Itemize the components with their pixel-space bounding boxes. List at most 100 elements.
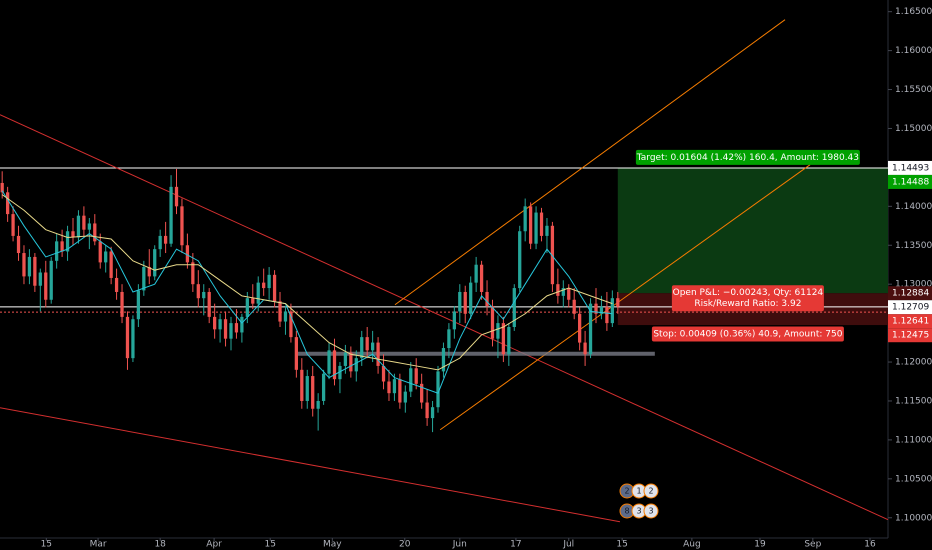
y-tick-label: 1.16000: [895, 46, 932, 56]
candle-body: [599, 306, 604, 314]
candle-body: [534, 212, 538, 244]
candle-body: [338, 365, 342, 380]
candle-body: [300, 369, 304, 401]
candle-body: [354, 358, 358, 372]
event-badge: [643, 503, 659, 519]
candle-body: [392, 379, 397, 394]
candle-body: [272, 274, 277, 302]
moving-average: [1, 194, 613, 371]
candle-body: [539, 212, 544, 236]
candle-body: [278, 301, 282, 322]
candle-body: [545, 225, 549, 236]
price-label-box: [888, 328, 932, 343]
candle-body: [234, 323, 239, 333]
candle-body: [196, 284, 200, 299]
candle-body: [131, 319, 135, 359]
candle-body: [11, 214, 15, 236]
candle-body: [316, 400, 320, 409]
event-badge: [643, 483, 659, 499]
candle-body: [213, 316, 217, 330]
candle-body: [409, 368, 413, 392]
candle-body: [251, 298, 255, 304]
candle-body: [180, 206, 184, 246]
candle-body: [485, 291, 489, 306]
candle-body: [289, 311, 293, 338]
candle-body: [474, 264, 478, 283]
y-tick-label: 1.13000: [895, 280, 932, 290]
candle-body: [452, 311, 456, 330]
event-badge-label: 3: [636, 507, 641, 516]
candle-body: [240, 316, 244, 333]
candle-body: [496, 323, 500, 339]
x-tick-label: 15: [616, 540, 627, 550]
candle-body: [425, 402, 429, 419]
candle-body: [283, 311, 288, 322]
stop-label-box: [651, 326, 844, 342]
y-tick-label: 1.13500: [895, 241, 932, 251]
price-label: 1.14493: [892, 163, 929, 173]
target-label-box: [635, 149, 860, 165]
candle-body: [441, 348, 446, 372]
event-badge-label: 2: [648, 487, 653, 496]
x-tick-label: Sep: [804, 540, 821, 550]
candle-body: [610, 298, 614, 324]
candle-body: [507, 327, 511, 355]
x-tick-label: Jun: [452, 540, 467, 550]
candle-body: [398, 379, 402, 403]
candle-body: [38, 272, 42, 286]
pnl-label: Risk/Reward Ratio: 3.92: [694, 299, 801, 309]
candle-body: [245, 298, 249, 317]
event-badge-label: 1: [636, 487, 641, 496]
candle-body: [572, 299, 576, 314]
candle-body: [588, 303, 593, 355]
candle-body: [605, 306, 609, 324]
candle-body: [583, 342, 587, 355]
candle-body: [223, 319, 228, 339]
candle-body: [616, 298, 620, 307]
candle-body: [436, 371, 440, 408]
candle-body: [447, 329, 451, 349]
price-label: 1.12884: [892, 289, 929, 299]
x-tick-label: Apr: [206, 540, 222, 550]
price-label-box: [888, 286, 932, 301]
event-badge-label: 2: [624, 487, 629, 496]
x-tick-label: 15: [264, 540, 275, 550]
candle-body: [332, 350, 337, 380]
price-label-box: [888, 160, 932, 175]
candle-body: [185, 245, 190, 263]
x-tick-label: 16: [864, 540, 876, 550]
candle-body: [262, 282, 266, 289]
price-label: 1.14488: [892, 177, 929, 187]
candle-body: [561, 288, 565, 296]
candle-body: [501, 323, 506, 355]
candle-body: [567, 288, 571, 300]
candle-body: [98, 241, 102, 263]
candle-body: [420, 383, 424, 403]
candle-body: [414, 368, 418, 384]
candle-body: [528, 206, 533, 244]
candle-body: [82, 215, 86, 230]
candle-body: [191, 262, 195, 285]
candle-body: [458, 291, 462, 312]
y-tick-label: 1.11500: [895, 396, 932, 406]
candle-body: [365, 337, 369, 351]
x-tick-label: 19: [754, 540, 766, 550]
candle-body: [556, 284, 560, 296]
candle-body: [174, 186, 179, 207]
trend-line: [439, 164, 811, 431]
candle-body: [142, 267, 146, 291]
candle-body: [163, 235, 168, 244]
pnl-label-box: [671, 285, 824, 312]
target-zone: [617, 168, 888, 294]
candle-body: [49, 260, 53, 300]
candle-body: [463, 291, 467, 314]
candle-body: [550, 225, 555, 285]
candle-body: [256, 282, 260, 304]
x-tick-label: Mar: [90, 540, 107, 550]
candle-body: [381, 365, 386, 382]
y-tick-label: 1.15000: [895, 124, 932, 134]
candle-body: [22, 253, 26, 277]
candle-body: [469, 282, 473, 314]
candle-body: [114, 277, 119, 292]
candle-body: [387, 381, 391, 394]
